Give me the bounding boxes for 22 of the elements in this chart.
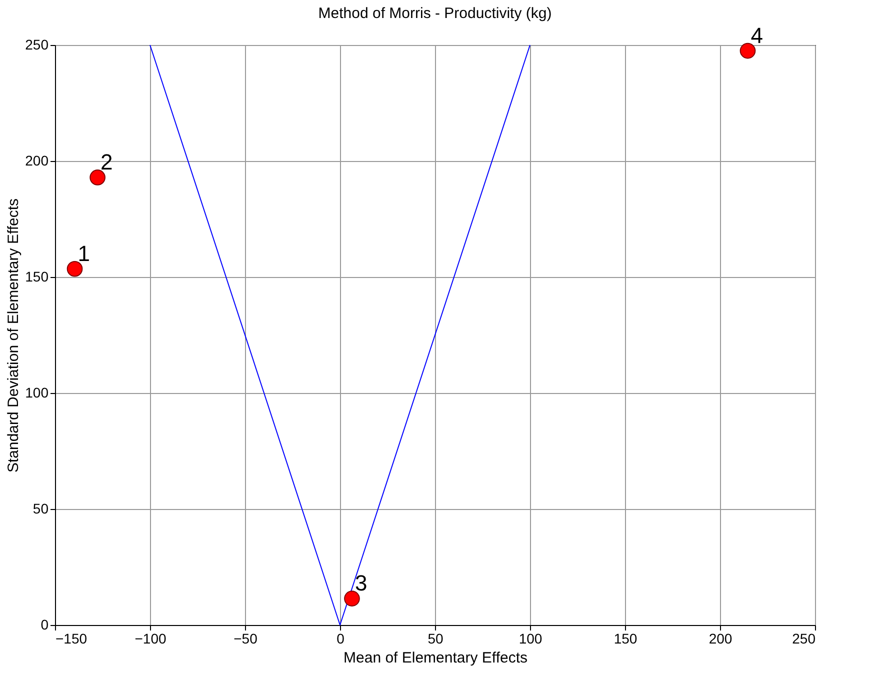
x-tick-label: 50 xyxy=(428,630,444,646)
x-tick-label: 250 xyxy=(792,630,816,646)
y-axis-title: Standard Deviation of Elementary Effects xyxy=(5,198,22,473)
chart-title: Method of Morris - Productivity (kg) xyxy=(318,4,552,22)
annotation: 3 xyxy=(354,570,368,596)
x-tick-label: 0 xyxy=(336,630,345,646)
annotation: 2 xyxy=(100,149,113,174)
y-tick-label: 250 xyxy=(25,36,49,52)
annotation: 1 xyxy=(78,240,90,266)
y-tick-label: 0 xyxy=(40,616,49,632)
x-tick-label: 100 xyxy=(518,630,542,646)
x-axis-title: Mean of Elementary Effects xyxy=(344,650,528,666)
x-tick-label: 150 xyxy=(614,630,638,646)
x-tick-label: −50 xyxy=(234,630,258,646)
x-tick-label: 200 xyxy=(708,630,732,646)
y-tick-label: 50 xyxy=(32,500,49,516)
annotation: 4 xyxy=(750,22,763,48)
y-tick-label: 100 xyxy=(25,384,49,400)
y-tick-label: 200 xyxy=(25,152,49,168)
x-tick-label: −150 xyxy=(56,630,88,646)
y-tick-label: 150 xyxy=(25,268,49,284)
x-tick-label: −100 xyxy=(134,630,166,646)
